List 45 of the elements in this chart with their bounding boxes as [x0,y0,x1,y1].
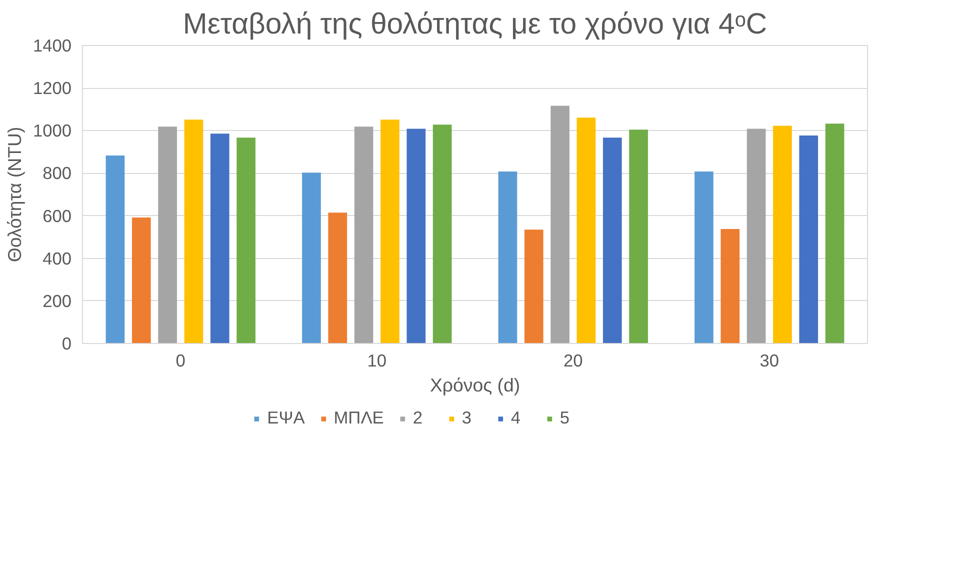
y-tick-label: 600 [42,206,72,226]
bar [328,212,348,344]
bar [602,138,622,344]
legend-label: 3 [462,408,472,428]
chart-title: Μεταβολή της θολότητας με το χρόνο για 4ᵒC [182,8,768,40]
x-tick-label: 30 [760,350,780,370]
bar [106,156,125,344]
bar [576,118,596,344]
bar [302,172,321,344]
y-axis-title: Θολότητα (NTU) [4,126,25,262]
legend-label: 4 [510,408,522,428]
legend-label: ΕΨΑ [267,408,305,428]
bar [380,120,400,344]
bar [406,128,426,344]
x-tick-label: 10 [367,350,387,370]
bar [158,126,177,344]
y-tick-label: 400 [42,248,72,268]
y-tick-label: 1000 [32,120,72,141]
bar [550,106,570,344]
bar [236,138,256,344]
bar [629,130,648,344]
bar [825,124,844,344]
bar [498,172,518,344]
x-tick-label: 20 [563,350,583,370]
y-tick-label: 800 [42,163,72,184]
legend-label: 5 [560,408,570,428]
legend-label: 2 [412,408,424,428]
bar [524,230,544,344]
bar [210,134,230,344]
bar [773,126,792,344]
bar [132,217,151,344]
bar [354,126,374,344]
bar [432,124,452,344]
bar [799,136,818,344]
bar [694,172,714,344]
y-tick-label: 1400 [32,36,72,56]
x-axis-title: Χρόνος (d) [430,374,520,396]
x-tick-label: 0 [176,350,186,370]
bar [746,128,766,344]
y-tick-label: 200 [42,290,72,311]
bar [184,120,204,344]
y-tick-label: 0 [62,334,72,354]
legend-label: ΜΠΛΕ [334,408,384,428]
y-tick-label: 1200 [32,78,72,98]
bar [720,228,740,344]
